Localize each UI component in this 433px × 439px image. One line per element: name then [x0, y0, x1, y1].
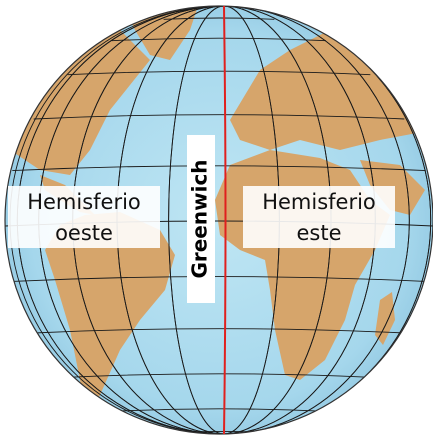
west-label-line: Hemisferio [27, 190, 141, 214]
parallel-line [12, 165, 426, 172]
meridian-label-box [187, 135, 215, 303]
parallel-line [12, 276, 426, 282]
parallel-line [111, 408, 327, 412]
parallel-line [33, 328, 405, 334]
parallel-line [33, 114, 405, 120]
south-america [45, 212, 175, 420]
parallel-line [111, 37, 327, 42]
parallel-line [163, 17, 275, 20]
prime-meridian [223, 5, 227, 435]
east-label-box [243, 186, 395, 248]
west-label-line: oeste [55, 221, 113, 245]
parallel-line [67, 373, 371, 378]
east-label-line: este [296, 221, 341, 245]
globe-outline [4, 5, 433, 435]
east-label-line: Hemisferio [262, 190, 376, 214]
west-label-box [8, 186, 160, 248]
parallel-line [67, 70, 371, 76]
meridian-label: Greenwich [188, 159, 212, 278]
